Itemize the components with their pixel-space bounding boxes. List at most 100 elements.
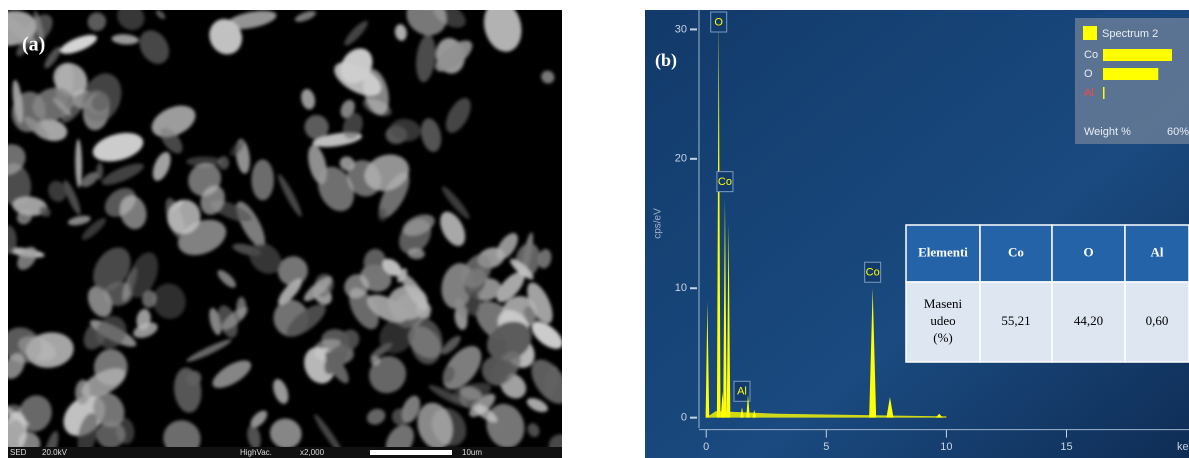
y-tick-label: 10 <box>675 282 687 294</box>
sem-particles <box>8 10 562 458</box>
table-header-text: Al <box>1151 244 1164 259</box>
particle <box>119 195 147 230</box>
particle <box>209 19 243 55</box>
legend-category: Co <box>1084 49 1098 61</box>
particle <box>250 410 268 428</box>
sem-footer-text: 10um <box>462 448 482 457</box>
particle <box>440 211 466 247</box>
particle <box>17 246 37 270</box>
particle <box>117 10 145 31</box>
sem-footer-text: SED <box>10 448 27 457</box>
table-header-text: Co <box>1008 244 1024 259</box>
peak-label-box <box>733 380 751 402</box>
particle <box>277 256 308 286</box>
particle <box>317 166 355 212</box>
particle <box>8 352 25 379</box>
particle <box>420 118 442 152</box>
peak-label-box <box>716 171 734 193</box>
table-cell <box>905 281 981 363</box>
particle <box>128 252 159 298</box>
particle <box>8 411 28 454</box>
particle <box>96 421 126 449</box>
particle <box>401 274 429 311</box>
particle <box>18 395 52 432</box>
particle <box>369 356 407 394</box>
particle <box>39 206 51 217</box>
peak <box>886 396 894 418</box>
legend-bar <box>1103 68 1159 80</box>
peak <box>740 407 744 418</box>
legend-category: O <box>1084 68 1093 80</box>
particle <box>53 62 88 97</box>
particle <box>75 139 83 188</box>
particle <box>526 398 548 413</box>
particle <box>459 387 480 409</box>
particle <box>212 360 252 389</box>
particle <box>445 97 471 133</box>
peak <box>935 413 943 418</box>
particle <box>152 283 186 319</box>
legend-bar <box>1103 49 1173 61</box>
legend-category: Al <box>1084 87 1094 99</box>
particle <box>389 118 421 142</box>
table-row-header: Maseni udeo (%) <box>924 296 963 345</box>
particle <box>496 233 518 260</box>
particle <box>63 180 81 215</box>
particle <box>410 318 443 365</box>
sem-footer-text: HighVac. <box>240 448 272 457</box>
particle <box>340 48 373 84</box>
particle <box>111 34 139 45</box>
particle <box>60 34 98 54</box>
particle <box>8 225 17 255</box>
particle <box>186 156 223 167</box>
particle <box>92 132 144 162</box>
particle <box>167 199 201 235</box>
peak <box>716 16 721 418</box>
particle <box>8 144 26 176</box>
particle <box>406 10 447 36</box>
peak <box>869 288 877 418</box>
particle <box>91 93 110 112</box>
particle <box>96 315 127 349</box>
particle <box>486 403 525 448</box>
peak <box>705 301 710 418</box>
particle <box>249 243 282 274</box>
particle <box>301 88 316 110</box>
particle <box>441 186 470 219</box>
particle <box>44 46 61 69</box>
particle <box>278 174 302 217</box>
particle <box>34 10 44 44</box>
legend-swatch <box>1083 26 1097 40</box>
particle <box>342 113 363 140</box>
peak <box>726 223 731 418</box>
particle <box>142 290 157 308</box>
particle <box>174 367 202 413</box>
particle <box>379 318 414 354</box>
particle <box>407 248 425 260</box>
sem-footer <box>8 447 562 458</box>
particle <box>366 294 408 323</box>
particle <box>510 258 534 280</box>
peak-label: O <box>714 16 723 28</box>
particle <box>303 276 333 302</box>
particle <box>48 180 67 202</box>
particle <box>273 379 289 404</box>
panel-label: (a) <box>22 34 45 56</box>
particle <box>486 321 532 361</box>
particle <box>188 162 222 197</box>
particle <box>286 304 326 337</box>
particle <box>531 321 562 349</box>
legend-bar <box>1103 87 1105 99</box>
particle <box>325 351 349 384</box>
particle <box>12 79 24 124</box>
particle <box>93 392 125 428</box>
particle <box>370 356 381 366</box>
y-tick-label: 0 <box>681 412 687 424</box>
sem-panel: (a) SED 20.0kV HighVac. x2,000 10um <box>8 10 562 458</box>
scale-bar <box>370 450 452 455</box>
spectrum-panel: (b) 0 10 20 30 0 5 10 15 keV cps/eV O Co Al Co Spectrum… <box>645 10 1189 458</box>
particle <box>344 20 368 46</box>
particle <box>527 282 553 324</box>
particle <box>81 218 107 240</box>
